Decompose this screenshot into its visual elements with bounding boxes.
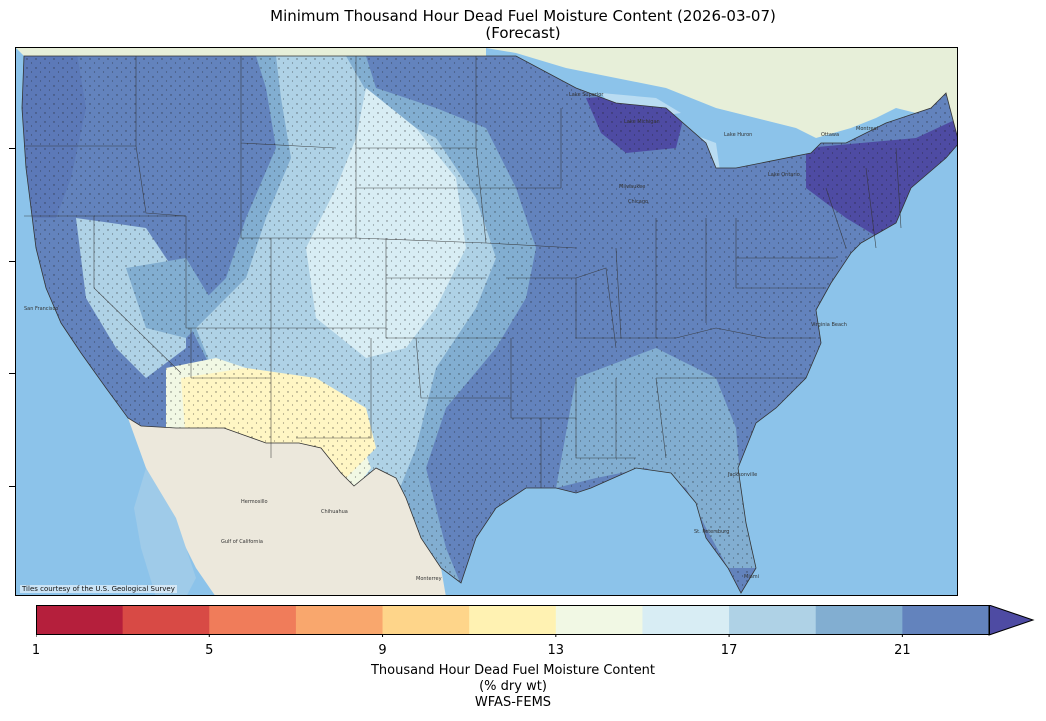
colorbar-tick-label: 13 (547, 643, 565, 658)
colorbar-segment (729, 605, 817, 635)
label-lake-huron: Lake Huron (724, 132, 752, 138)
colorbar-segment (902, 605, 990, 635)
canada-border-strip (16, 48, 486, 56)
label-chicago: Chicago (628, 199, 648, 205)
label-milwaukee: Milwaukee (619, 184, 645, 190)
colorbar-label-line-1: Thousand Hour Dead Fuel Moisture Content (370, 663, 656, 678)
colorbar-segment (295, 605, 384, 635)
colorbar (36, 605, 1035, 637)
map-panel[interactable]: Hermosillo Chihuahua Monterrey Gulf of C… (15, 47, 958, 596)
colorbar-tick-label: 21 (894, 643, 911, 658)
canada-landmass (486, 48, 957, 141)
colorbar-segment (209, 605, 297, 635)
colorbar-segment (815, 605, 903, 635)
state-borders (24, 56, 902, 488)
colorbar-label-line-2: (% dry wt) (479, 679, 547, 694)
label-miami: Miami (744, 574, 759, 580)
title-line-1: Minimum Thousand Hour Dead Fuel Moisture… (270, 7, 776, 25)
colorbar-segment (469, 605, 557, 635)
colorbar-label-line-3: WFAS-FEMS (474, 695, 552, 710)
label-ottawa: Ottawa (821, 132, 839, 138)
colorbar-segment (36, 605, 124, 635)
label-hermosillo: Hermosillo (241, 499, 268, 505)
colorbar-segments (36, 605, 990, 635)
y-axis-tick (9, 148, 15, 149)
colorbar-segment (122, 605, 210, 635)
colorbar-label: Thousand Hour Dead Fuel Moisture Content… (0, 663, 1026, 711)
chart-title: Minimum Thousand Hour Dead Fuel Moisture… (0, 8, 1046, 42)
gulf-of-california (134, 468, 196, 595)
colorbar-tick-label: 1 (31, 643, 41, 658)
label-chihuahua: Chihuahua (321, 509, 348, 515)
label-monterrey: Monterrey (416, 576, 442, 582)
y-axis-tick (9, 486, 15, 487)
title-line-2: (Forecast) (485, 24, 561, 42)
label-lake-michigan: Lake Michigan (624, 119, 660, 125)
label-st-petersburg: St. Petersburg (694, 529, 729, 535)
colorbar-ticks (36, 635, 903, 637)
colorbar-tick-label: 9 (378, 643, 387, 658)
colorbar-tick-label: 17 (720, 643, 738, 658)
place-labels: Hermosillo Chihuahua Monterrey Gulf of C… (24, 92, 878, 582)
label-lake-superior: Lake Superior (569, 92, 604, 98)
label-montreal: Montreal (856, 126, 878, 132)
colorbar-segment (555, 605, 643, 635)
colorbar-tick-label: 5 (205, 643, 214, 658)
label-gulf-of-california: Gulf of California (221, 539, 263, 545)
tile-attribution: Tiles courtesy of the U.S. Geological Su… (20, 585, 177, 593)
fuel-moisture-map[interactable]: Hermosillo Chihuahua Monterrey Gulf of C… (16, 48, 958, 596)
label-lake-ontario: Lake Ontario (768, 172, 800, 178)
label-jacksonville: Jacksonville (727, 472, 757, 478)
mexico-landmass (128, 418, 446, 595)
colorbar-extend-arrow (988, 605, 1035, 636)
colorbar-segment (642, 605, 730, 635)
y-axis-tick (9, 261, 15, 262)
y-axis-tick (9, 373, 15, 374)
colorbar-segment (382, 605, 470, 635)
label-virginia-beach: Virginia Beach (811, 322, 847, 328)
label-san-francisco: San Francisco (24, 306, 58, 312)
conus-outline (21, 55, 957, 594)
